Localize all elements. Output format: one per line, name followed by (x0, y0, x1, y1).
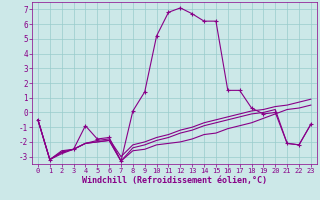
X-axis label: Windchill (Refroidissement éolien,°C): Windchill (Refroidissement éolien,°C) (82, 176, 267, 185)
